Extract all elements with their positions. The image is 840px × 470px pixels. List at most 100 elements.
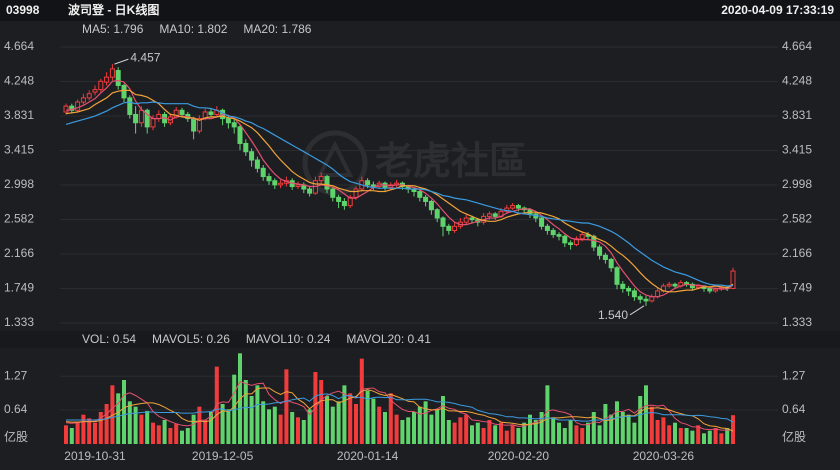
candle-body (544, 225, 550, 231)
candle-body (138, 109, 144, 124)
candle-body (666, 283, 672, 287)
volume-bar (325, 396, 329, 444)
candle-body (231, 122, 237, 128)
volume-bar (522, 422, 527, 444)
candle-body (608, 258, 614, 269)
volume-tick-label: 0.64 (4, 402, 28, 416)
y-tick-label-right: 3.415 (782, 143, 812, 157)
volume-bar (528, 414, 532, 444)
volume-bar (557, 422, 561, 444)
candle-body (266, 176, 272, 182)
candle-body (428, 200, 434, 211)
volume-bar (232, 374, 237, 444)
candle-body (695, 285, 701, 289)
candle-body (133, 113, 139, 124)
volume-bar (185, 428, 190, 444)
volume-bar (673, 422, 677, 444)
volume-bar (423, 401, 428, 444)
volume-bar (168, 428, 173, 444)
volume-bar (493, 425, 498, 444)
ma-line (65, 79, 734, 298)
ma-legend: MA5: 1.796 (82, 22, 144, 36)
header-bar (0, 0, 840, 21)
volume-bar (64, 425, 68, 444)
candle-body (713, 288, 719, 292)
volume-bar (156, 425, 161, 444)
candle-body (63, 105, 69, 113)
volume-bar (429, 414, 434, 444)
candle-body (75, 101, 81, 111)
volume-bar (191, 414, 196, 444)
volume-bar (226, 409, 231, 444)
mavol-legend: MAVOL10: 0.24 (246, 332, 331, 346)
candle-body (649, 296, 655, 302)
mavol-legend: MAVOL5: 0.26 (152, 332, 230, 346)
candle-body (208, 111, 214, 115)
volume-bar (214, 366, 219, 444)
mavol-line (65, 380, 733, 431)
candle-body (515, 205, 521, 209)
high-annotation: 4.457 (130, 50, 160, 64)
y-tick-label: 1.333 (4, 315, 34, 329)
volume-bar (655, 420, 660, 444)
y-tick-label-right: 2.998 (782, 177, 812, 191)
volume-tick-label: 1.27 (4, 368, 28, 382)
stock-code: 03998 (6, 3, 40, 17)
x-tick-label: 2019-12-05 (192, 449, 254, 463)
candle-body (278, 182, 284, 186)
candle-body (341, 200, 347, 207)
volume-bar (516, 428, 521, 444)
candle-body (347, 196, 353, 207)
volume-bar (174, 423, 179, 444)
volume-bar (620, 412, 625, 444)
candle-body (243, 142, 249, 153)
candle-body (104, 76, 110, 83)
volume-bar (603, 404, 608, 444)
volume-legend: VOL: 0.54 (82, 332, 136, 346)
volume-bar (127, 401, 132, 444)
candle-body (272, 180, 278, 186)
volume-bar (145, 410, 150, 444)
volume-bar (626, 414, 631, 444)
candle-body (423, 196, 429, 202)
candle-body (591, 235, 597, 248)
candle-body (626, 287, 632, 292)
volume-bar (458, 417, 463, 444)
candle-body (109, 68, 115, 78)
y-tick-label: 3.831 (4, 108, 34, 122)
volume-bar (203, 420, 208, 444)
candle-body (179, 109, 185, 115)
volume-bar (568, 420, 573, 444)
volume-bar (249, 396, 254, 444)
volume-bar (586, 422, 590, 444)
x-tick-label: 2019-10-31 (64, 449, 126, 463)
candle-body (631, 290, 637, 298)
candle-body (144, 109, 150, 128)
volume-bar (371, 398, 376, 444)
volume-bar (562, 428, 567, 444)
y-tick-label: 4.664 (4, 39, 34, 53)
volume-bar (180, 430, 184, 444)
volume-bar (75, 421, 80, 444)
candle-body (370, 184, 376, 188)
candle-body (336, 196, 342, 202)
low-leader (629, 305, 645, 316)
volume-bar (580, 428, 585, 444)
volume-bar (220, 404, 225, 444)
y-tick-label-right: 1.749 (782, 281, 812, 295)
candle-body (469, 217, 475, 221)
mavol-legend: MAVOL20: 0.41 (346, 332, 431, 346)
y-tick-label: 2.166 (4, 246, 34, 260)
chart-title: 波司登 - 日K线图 (68, 2, 159, 17)
candle-body (330, 188, 336, 198)
volume-bar (632, 422, 637, 444)
mavol-line (66, 393, 734, 423)
candle-body (254, 159, 260, 169)
volume-bar (487, 420, 492, 444)
candle-body (579, 234, 585, 240)
candle-body (707, 287, 713, 292)
volume-bar (388, 393, 393, 444)
volume-unit: 亿股 (4, 429, 28, 444)
candle-body (98, 80, 104, 91)
volume-bar (539, 412, 544, 444)
